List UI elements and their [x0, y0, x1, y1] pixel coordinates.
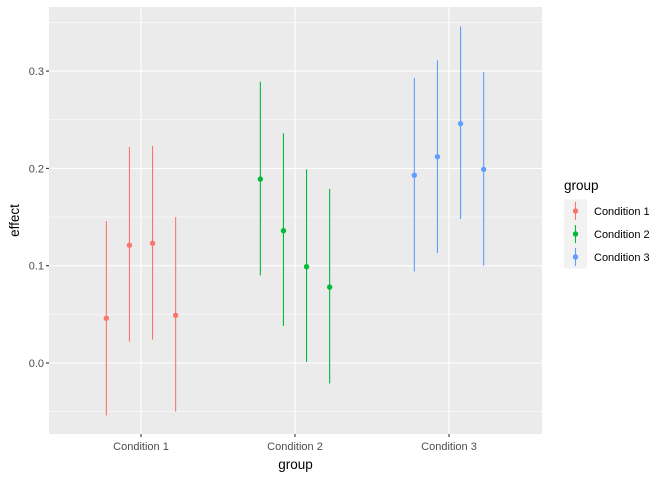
y-axis-title: effect	[7, 204, 22, 237]
data-point	[303, 263, 310, 270]
series-3	[411, 26, 487, 272]
data-point	[411, 172, 418, 178]
y-tick-label: 0.3	[29, 66, 44, 78]
y-tick-label: 0.2	[29, 163, 44, 175]
major-gridlines	[49, 7, 542, 434]
legend: group Condition 1 Condition 2 Condition 3	[564, 178, 650, 269]
data-point	[126, 242, 133, 248]
x-axis: Condition 1 Condition 2 Condition 3	[113, 434, 477, 453]
legend-label: Condition 1	[594, 206, 650, 218]
y-tick-label: 0.0	[29, 358, 44, 370]
data-point	[172, 312, 179, 319]
legend-key-point-icon	[572, 208, 579, 214]
data-point	[280, 227, 287, 234]
data-point	[457, 120, 464, 127]
legend-label: Condition 2	[594, 229, 650, 241]
data-point	[103, 315, 110, 321]
x-tick-label: Condition 3	[421, 441, 477, 453]
legend-key-point-icon	[572, 254, 579, 260]
legend-label: Condition 3	[594, 252, 650, 264]
x-tick-label: Condition 2	[267, 441, 323, 453]
x-tick-label: Condition 1	[113, 441, 169, 453]
series-1	[103, 146, 179, 416]
legend-title: group	[564, 178, 599, 193]
y-axis: 0.0 0.1 0.2 0.3	[29, 66, 49, 370]
data-point	[257, 176, 264, 182]
data-point	[480, 166, 487, 173]
data-series	[103, 26, 487, 416]
legend-key-point-icon	[572, 231, 579, 237]
data-point	[326, 284, 333, 290]
data-point	[434, 154, 441, 160]
x-axis-title: group	[278, 457, 313, 472]
y-tick-label: 0.1	[29, 261, 44, 273]
series-2	[257, 81, 333, 384]
data-point	[149, 240, 156, 247]
